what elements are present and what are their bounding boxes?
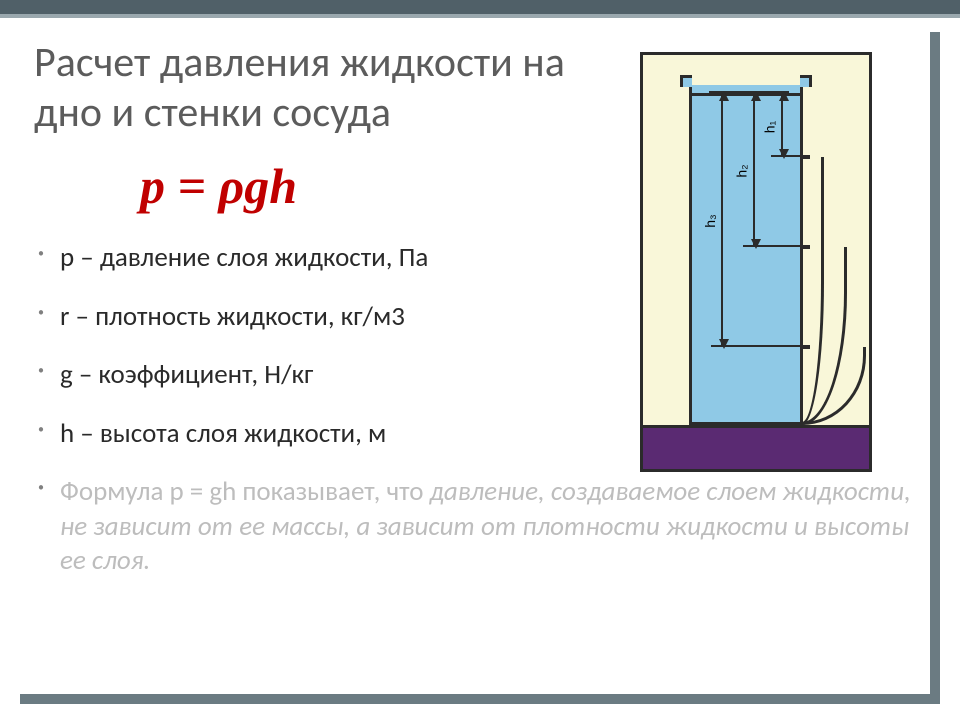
slide-frame: Расчет давления жидкости на дно и стенки… xyxy=(20,32,940,704)
table-surface xyxy=(643,425,869,469)
dimension-h1: h₁ xyxy=(781,93,783,157)
dimension-label: h₃ xyxy=(702,214,718,228)
title-line-2: дно и стенки сосуда xyxy=(34,87,391,138)
note-prefix: Формула p = gh показывает, что xyxy=(60,475,430,508)
diagram-frame: h₁ h₂ h₃ xyxy=(640,52,872,472)
formula-text: p = ρgh xyxy=(140,158,297,214)
dimension-label: h₂ xyxy=(734,164,750,177)
vessel-body xyxy=(689,85,803,425)
note-item: Формула p = gh показывает, что давление,… xyxy=(38,475,930,579)
vessel-diagram: h₁ h₂ h₃ xyxy=(640,52,900,472)
top-accent-bar xyxy=(0,0,960,18)
dimension-h3: h₃ xyxy=(721,93,723,347)
slide-outer: Расчет давления жидкости на дно и стенки… xyxy=(0,18,960,724)
dimension-label: h₁ xyxy=(761,121,777,134)
title-line-1: Расчет давления жидкости на xyxy=(34,37,565,88)
dimension-h2: h₂ xyxy=(753,93,755,247)
water-stream-icon xyxy=(802,347,866,425)
